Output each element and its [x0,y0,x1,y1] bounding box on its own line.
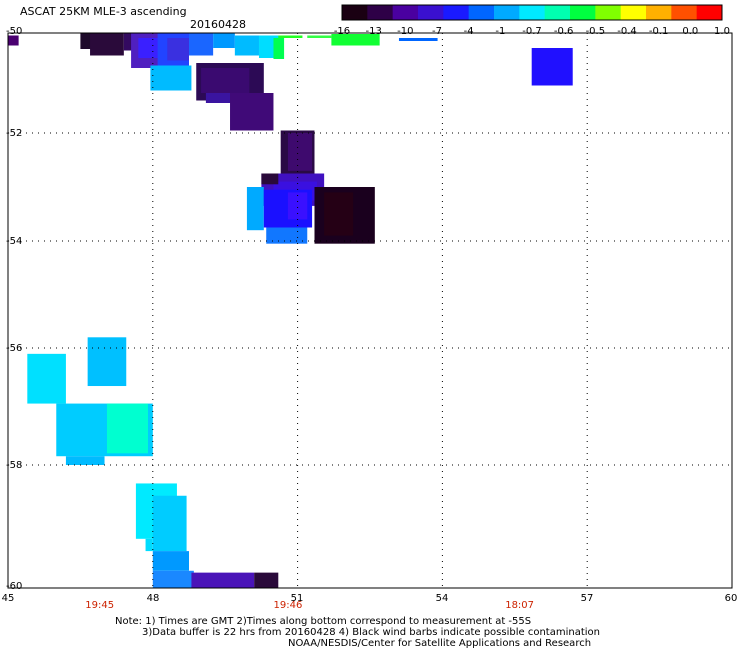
wind-cell [213,33,235,48]
colorbar-swatch [595,5,622,20]
plot-frame [7,32,733,589]
colorbar-label: -7 [432,26,442,37]
colorbar-swatch [646,5,672,20]
wind-cell [287,192,308,220]
colorbar-label: -13 [365,26,382,37]
wind-cell [266,227,308,244]
wind-cell [331,34,380,46]
colorbar [341,4,723,21]
colorbar-label: -0.6 [553,26,574,37]
colorbar-swatch [544,5,571,20]
wind-cell [287,133,313,171]
colorbar-label: -0.5 [585,26,606,37]
note-line-1: Note: 1) Times are GMT 2)Times along bot… [115,616,532,627]
time-label: 19:46 [273,600,303,611]
colorbar-label: -1 [495,26,506,37]
wind-cell [150,65,192,91]
colorbar-label: 1.0 [714,26,730,37]
wind-cell [191,572,255,588]
wind-cell [230,93,274,131]
wind-cell [152,551,189,571]
wind-cell [531,48,573,86]
y-tick-label: -58 [6,460,23,471]
colorbar-swatch [696,5,723,20]
time-label: 19:45 [85,600,115,611]
note-line-3: NOAA/NESDIS/Center for Satellite Applica… [288,638,592,649]
colorbar-swatch [671,5,698,20]
x-tick-label: 51 [290,593,304,604]
colorbar-swatch [570,5,596,20]
wind-cell [65,456,105,465]
wind-cells [8,33,573,588]
colorbar-label: -0.1 [648,26,669,37]
colorbar-label: -4 [463,26,474,37]
wind-cell [246,187,264,231]
colorbar-swatch [418,5,444,20]
colorbar-swatch [443,5,470,20]
wind-cell [324,192,354,236]
colorbar-swatch [342,5,368,20]
colorbar-swatch [519,5,546,20]
wind-cell [27,353,66,404]
wind-cell [398,38,438,41]
x-tick-label: 57 [580,593,594,604]
wind-cell [261,173,279,185]
wind-cell [152,495,187,552]
wind-cell [254,572,279,588]
colorbar-label: -16 [333,26,351,37]
wind-cell [8,35,19,46]
colorbar-label: -10 [397,26,414,37]
wind-cell [278,35,303,38]
colorbar-label: 0.0 [682,26,699,37]
note-line-2: 3)Data buffer is 22 hrs from 20160428 4)… [142,627,600,638]
wind-cell [145,538,153,552]
colorbar-swatch [367,5,394,20]
colorbar-swatch [620,5,647,20]
grid-lines [8,33,732,588]
time-label: 18:07 [505,600,535,611]
wind-cell [106,403,148,454]
wind-cell [138,38,163,58]
wind-cell [201,68,250,93]
x-tick-label: 48 [146,593,160,604]
colorbar-label: -0.7 [522,26,542,37]
wind-cell [273,38,285,59]
x-tick-label: 60 [724,593,738,604]
y-tick-label: -50 [6,26,23,37]
colorbar-label: -0.4 [617,26,637,37]
colorbar-swatch [468,5,495,20]
colorbar-swatch [494,5,520,20]
wind-cell [307,35,332,38]
wind-cell [90,33,124,56]
wind-cell [87,337,127,387]
wind-cell [152,570,194,588]
chart-title: ASCAT 25KM MLE-3 ascending [20,5,187,18]
y-tick-label: -52 [6,128,23,139]
y-tick-label: -60 [6,581,23,592]
wind-cell [189,33,214,56]
wind-cell [167,38,189,61]
colorbar-swatch [392,5,419,20]
x-tick-label: 45 [1,593,15,604]
wind-cell [234,35,259,56]
y-tick-label: -54 [6,236,23,247]
x-tick-label: 54 [435,593,449,604]
y-tick-label: -56 [6,343,23,354]
chart-date: 20160428 [190,18,246,31]
colorbar-border [341,4,723,21]
